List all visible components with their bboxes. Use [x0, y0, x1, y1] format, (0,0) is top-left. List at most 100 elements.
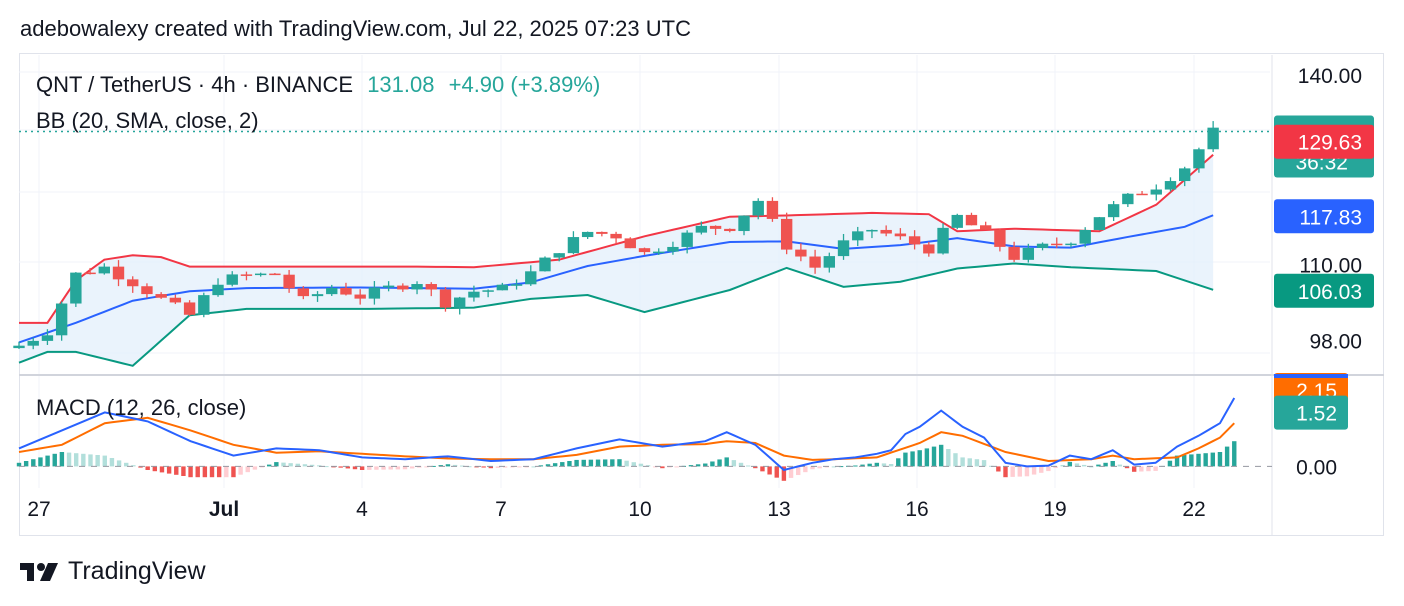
tradingview-brand[interactable]: TradingView [20, 557, 206, 586]
candle-body [226, 274, 238, 285]
histogram-bar [131, 465, 136, 467]
histogram-bar [1046, 466, 1051, 472]
bb-indicator-label[interactable]: BB (20, SMA, close, 2) [36, 108, 259, 133]
candle-body [297, 288, 310, 297]
histogram-bar [545, 464, 551, 467]
histogram-bar [853, 465, 858, 467]
histogram-bar [231, 466, 236, 478]
candle-body [1136, 193, 1148, 196]
candle-body [311, 294, 324, 297]
histogram-bar [1224, 446, 1230, 467]
histogram-bar [409, 466, 415, 469]
histogram-bar [552, 463, 558, 467]
histogram-bar [445, 464, 451, 467]
macd-line [18, 397, 1236, 472]
symbol-legend[interactable]: QNT / TetherUS · 4h · BINANCE 131.08 +4.… [36, 72, 600, 98]
histogram-bar [195, 466, 200, 478]
candle-body [340, 287, 352, 295]
time-axis-tick: 19 [1043, 498, 1066, 521]
histogram-bar [274, 462, 279, 467]
histogram-bar [881, 463, 887, 467]
time-axis-tick: 16 [905, 498, 928, 521]
histogram-bar [617, 459, 622, 467]
candle-body [326, 287, 338, 295]
histogram-bar [166, 466, 172, 474]
symbol-title: QNT / TetherUS · 4h · BINANCE [36, 72, 354, 97]
histogram-bar [159, 466, 165, 473]
histogram-bar [317, 465, 322, 467]
candle-body [923, 244, 935, 254]
histogram-bar [288, 463, 293, 467]
histogram-bar [102, 455, 107, 467]
histogram-bar [1074, 463, 1080, 467]
histogram-bar [1174, 455, 1180, 467]
candle-body [368, 287, 381, 299]
histogram-bar [817, 466, 822, 469]
histogram-bar [188, 466, 193, 478]
histogram-bar [431, 465, 436, 467]
histogram-bar [810, 466, 815, 470]
macd-histogram [16, 441, 1237, 481]
histogram-bar [1103, 462, 1108, 467]
histogram-bar [574, 459, 579, 467]
histogram-bar [267, 464, 272, 467]
candle-body [908, 236, 921, 245]
histogram-bar [1182, 455, 1187, 467]
candle-body [1122, 193, 1134, 205]
histogram-bar [116, 460, 122, 467]
histogram-bar [1203, 453, 1208, 467]
histogram-bar [717, 459, 722, 467]
histogram-bar [788, 466, 794, 478]
histogram-bar [896, 458, 901, 467]
price-axis-tick: 98.00 [1309, 331, 1362, 354]
histogram-bar [960, 457, 965, 467]
histogram-bar [502, 466, 508, 468]
histogram-bar [174, 466, 179, 475]
histogram-bar [245, 466, 250, 473]
histogram-bar [1131, 466, 1137, 472]
histogram-bar [16, 462, 22, 467]
bb-lower-tag-value: 106.03 [1298, 281, 1362, 304]
histogram-bar [324, 466, 329, 468]
histogram-bar [953, 453, 958, 467]
histogram-bar [1003, 466, 1008, 478]
candle-body [837, 240, 850, 257]
candle-body [1150, 189, 1162, 195]
histogram-bar [1053, 466, 1058, 469]
histogram-bar [295, 463, 300, 467]
macd-indicator-label[interactable]: MACD (12, 26, close) [36, 395, 247, 420]
histogram-bar [1024, 466, 1030, 477]
histogram-bar [202, 466, 208, 478]
candle-body [382, 285, 395, 288]
macd-line-marker [1274, 374, 1348, 378]
candle-body [809, 256, 821, 268]
histogram-bar [938, 444, 944, 467]
bb-basis-tag [1274, 199, 1374, 234]
candle-body [653, 251, 665, 254]
histogram-bar [181, 466, 186, 476]
chart-panel[interactable] [19, 53, 1384, 536]
histogram-bar [145, 466, 150, 470]
histogram-bar [903, 452, 908, 467]
candle-body [823, 256, 835, 268]
histogram-bar [238, 466, 243, 475]
histogram-bar [374, 466, 379, 470]
histogram-bar [838, 466, 844, 468]
candles-group [13, 121, 1219, 350]
candle-body [1093, 217, 1106, 230]
candle-body [212, 284, 224, 296]
histogram-bar [745, 465, 751, 467]
bollinger-lower-line [18, 262, 1214, 367]
histogram-bar [1096, 464, 1101, 467]
histogram-bar [610, 459, 615, 467]
histogram-bar [252, 466, 258, 470]
candle-body [1036, 243, 1049, 248]
histogram-bar [1232, 441, 1237, 467]
histogram-bar [395, 466, 401, 470]
histogram-bar [595, 459, 601, 467]
candle-body [880, 229, 892, 234]
histogram-bar [924, 448, 930, 467]
candle-body [482, 290, 494, 292]
histogram-bar [910, 451, 915, 467]
